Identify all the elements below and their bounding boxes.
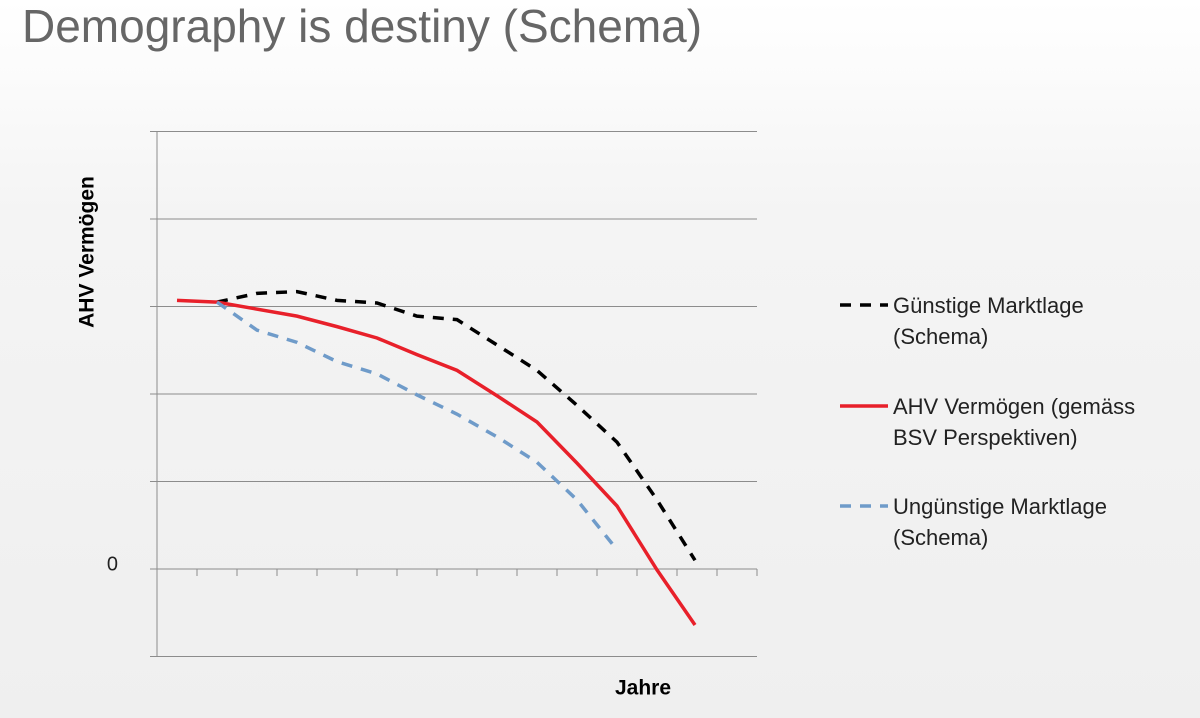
x-axis-label: Jahre (615, 677, 671, 700)
series-line (176, 298, 697, 626)
series-line (215, 300, 619, 551)
legend-label: Ungünstige Marktlage (Schema) (893, 494, 1108, 550)
chart-title: Demography is destiny (Schema) (22, 0, 702, 52)
legend-label: AHV Vermögen (gemäss BSV Perspektiven) (893, 394, 1136, 450)
y-axis-label: AHV Vermögen (76, 176, 99, 328)
y-tick-label: 0 (107, 553, 118, 575)
legend-label: Günstige Marktlage (Schema) (893, 293, 1084, 349)
series-line (216, 289, 697, 562)
